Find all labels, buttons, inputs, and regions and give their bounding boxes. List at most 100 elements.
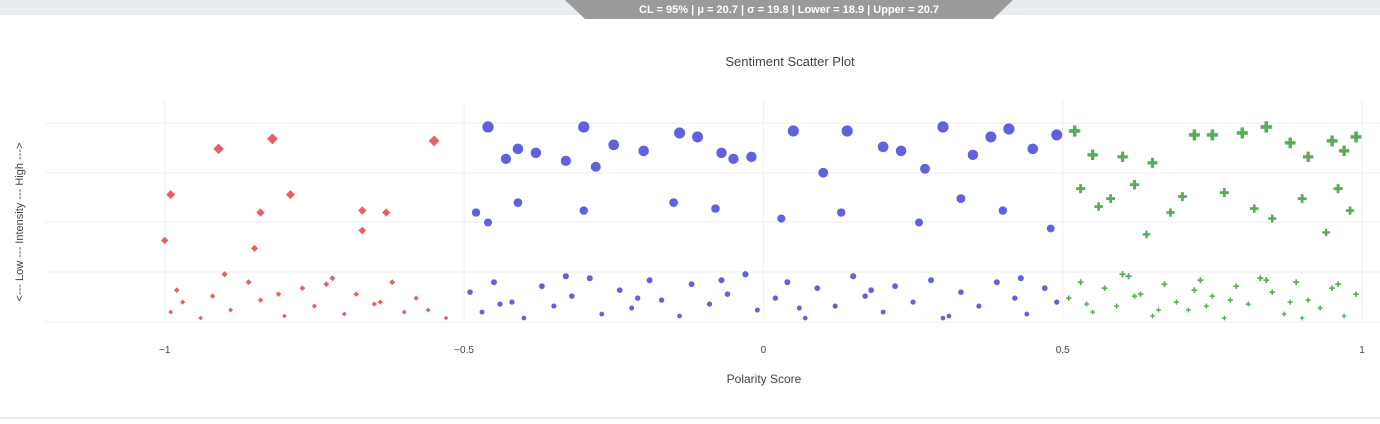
point (849, 272, 857, 280)
point (1350, 130, 1363, 143)
point (1267, 213, 1277, 224)
point (787, 124, 800, 138)
point (993, 278, 1001, 286)
point (466, 288, 474, 296)
point (412, 294, 420, 302)
point (220, 270, 229, 278)
y-axis-label: <--- Low --- Intensity --- High ---> (14, 143, 26, 302)
point (673, 126, 686, 140)
point (688, 280, 695, 288)
point (322, 280, 330, 288)
point (776, 213, 786, 224)
point (817, 167, 829, 179)
point (1129, 179, 1140, 190)
point (371, 300, 378, 308)
point (668, 197, 679, 208)
point (1161, 280, 1168, 288)
point (706, 301, 713, 308)
point (388, 278, 396, 286)
point (1101, 284, 1108, 292)
point (1245, 301, 1252, 308)
point (1284, 137, 1297, 149)
point (1155, 307, 1162, 314)
point (741, 270, 750, 278)
point (443, 315, 450, 321)
point (500, 153, 512, 165)
point (1142, 230, 1151, 239)
point (967, 149, 979, 161)
point (357, 225, 367, 235)
point (1137, 290, 1144, 298)
point (381, 207, 392, 218)
point (1017, 274, 1025, 282)
point (772, 294, 779, 302)
point (513, 197, 523, 208)
point (1185, 307, 1192, 314)
point (832, 303, 839, 310)
point (1046, 224, 1056, 233)
point (877, 141, 889, 153)
point (836, 207, 846, 218)
point (481, 120, 495, 134)
point (1328, 284, 1336, 292)
point (1297, 193, 1308, 204)
point (891, 282, 899, 290)
point (483, 218, 493, 227)
point (568, 292, 576, 300)
point (508, 299, 516, 306)
point (1287, 299, 1294, 306)
point (579, 205, 589, 216)
point (1326, 134, 1339, 147)
point (311, 302, 318, 310)
point (521, 315, 527, 321)
point (1191, 286, 1198, 294)
point (255, 207, 266, 218)
point (1227, 296, 1234, 304)
x-tick-label: 0 (761, 345, 767, 356)
point (1165, 207, 1176, 218)
point (1281, 311, 1288, 317)
point (1149, 313, 1156, 319)
point (266, 132, 279, 145)
point (919, 163, 931, 175)
point (562, 272, 570, 280)
point (957, 288, 965, 296)
point (628, 305, 635, 312)
point (1249, 203, 1260, 214)
point (212, 142, 225, 155)
point (607, 139, 620, 151)
point (1219, 187, 1230, 198)
chart-title: Sentiment Scatter Plot (725, 54, 855, 69)
point (550, 303, 557, 310)
point (530, 147, 542, 159)
point (975, 303, 982, 310)
point (717, 276, 725, 284)
point (1011, 294, 1018, 302)
point (281, 313, 288, 319)
point (179, 298, 186, 306)
point (880, 309, 887, 315)
point (1292, 278, 1300, 286)
point (796, 305, 803, 312)
x-tick-label: −0.5 (454, 345, 474, 356)
point (1177, 191, 1188, 202)
point (998, 205, 1008, 216)
point (1262, 276, 1270, 284)
point (586, 274, 594, 282)
point (1065, 294, 1072, 302)
point (691, 130, 704, 143)
point (471, 207, 481, 218)
point (813, 284, 821, 292)
point (428, 134, 441, 147)
point (167, 309, 174, 316)
point (646, 276, 654, 284)
point (160, 236, 170, 245)
point (1260, 120, 1273, 134)
point (1232, 282, 1240, 290)
point (1068, 124, 1081, 138)
point (914, 218, 924, 227)
point (946, 313, 952, 319)
banner-shape (565, 0, 1013, 19)
point (1345, 205, 1355, 216)
point (1302, 151, 1314, 163)
